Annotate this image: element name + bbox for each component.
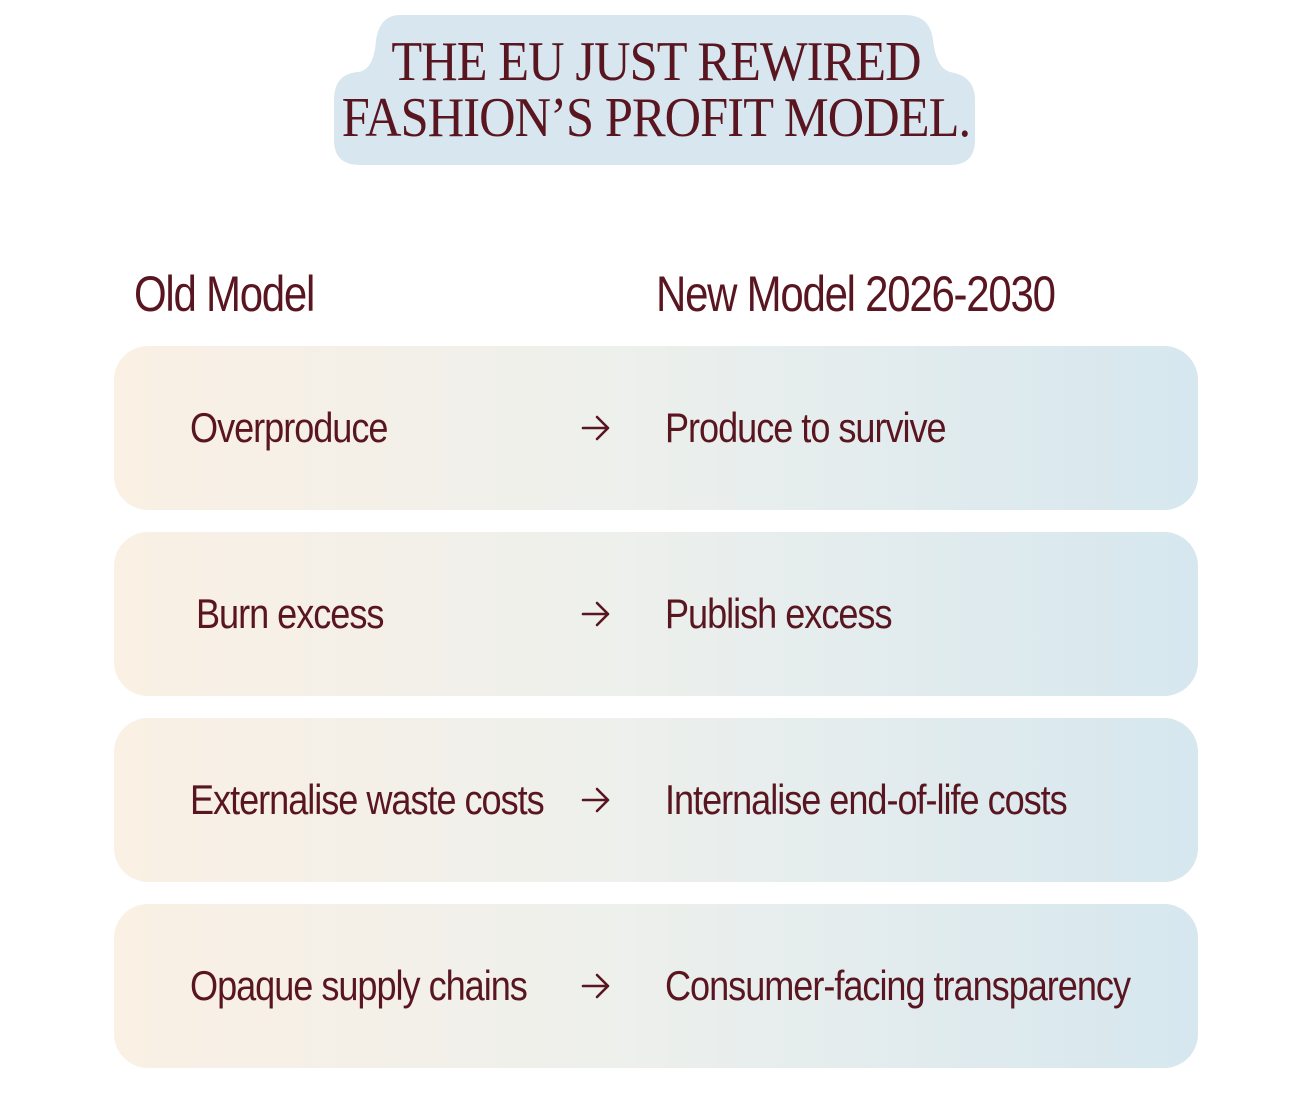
new-model-item: Publish excess xyxy=(665,590,893,637)
new-model-item: Produce to survive xyxy=(665,404,947,451)
title-banner: THE EU JUST REWIRED FASHION’S PROFIT MOD… xyxy=(0,0,1312,200)
old-model-item: Externalise waste costs xyxy=(190,776,545,823)
right-arrow-icon xyxy=(581,973,610,999)
comparison-row: Opaque supply chains Consumer-facing tra… xyxy=(114,904,1198,1068)
comparison-row: Overproduce Produce to survive xyxy=(114,346,1198,510)
page-title: THE EU JUST REWIRED FASHION’S PROFIT MOD… xyxy=(66,34,1247,146)
old-model-item: Opaque supply chains xyxy=(190,962,528,1009)
old-model-heading: Old Model xyxy=(134,266,315,322)
title-line-2: FASHION’S PROFIT MODEL. xyxy=(341,87,971,149)
comparison-row: Burn excess Publish excess xyxy=(114,532,1198,696)
new-model-item: Consumer-facing transparency xyxy=(665,962,1131,1009)
comparison-row: Externalise waste costs Internalise end-… xyxy=(114,718,1198,882)
title-background xyxy=(334,15,975,165)
right-arrow-icon xyxy=(581,787,610,813)
new-model-heading: New Model 2026-2030 xyxy=(656,266,1056,322)
old-model-item: Overproduce xyxy=(190,404,388,451)
new-model-item: Internalise end-of-life costs xyxy=(665,776,1068,823)
old-model-item: Burn excess xyxy=(196,590,384,637)
right-arrow-icon xyxy=(581,415,610,441)
title-line-1: THE EU JUST REWIRED xyxy=(391,31,921,93)
right-arrow-icon xyxy=(581,601,610,627)
